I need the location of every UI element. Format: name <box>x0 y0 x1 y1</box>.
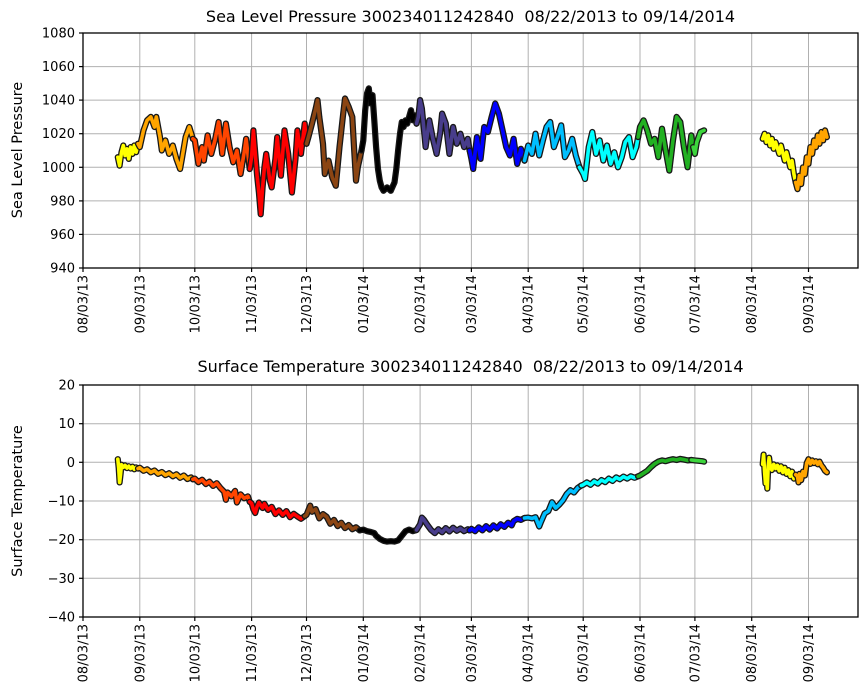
x-tick-label: 12/03/13 <box>300 624 315 682</box>
series-segment-sep-2013 <box>136 115 195 171</box>
x-tick-label: 12/03/13 <box>300 275 315 333</box>
series-segment-sep-2014 <box>793 128 829 191</box>
y-tick-label: 20 <box>58 379 75 394</box>
x-tick-label: 08/03/13 <box>77 624 92 682</box>
x-tick-label: 10/03/13 <box>188 624 203 682</box>
series-segment-nov-2013 <box>247 500 307 521</box>
y-tick-label: −30 <box>48 572 75 587</box>
series-segment-aug-2013 <box>116 142 140 168</box>
series-segment-jun-2014 <box>636 115 695 173</box>
series-segment-nov-2013 <box>247 121 309 217</box>
x-tick-label: 11/03/13 <box>245 624 260 682</box>
x-tick-label: 11/03/13 <box>245 275 260 333</box>
series-segment-apr-2014 <box>522 483 584 529</box>
series-segment-mar-2014 <box>467 516 527 533</box>
y-tick-label: −40 <box>48 611 75 626</box>
series-segment-aug-2014 <box>760 452 798 491</box>
y-tick-label: 940 <box>50 262 75 277</box>
x-tick-label: 04/03/14 <box>522 624 537 682</box>
series-segment-dec-2013 <box>304 96 364 188</box>
series-segment-jun-2014 <box>636 457 694 479</box>
x-tick-label: 04/03/14 <box>522 275 537 333</box>
series-segment-feb-2014 <box>414 515 472 535</box>
y-tick-label: 1000 <box>42 161 75 176</box>
y-tick-label: 960 <box>50 228 75 243</box>
y-tick-label: −10 <box>48 495 75 510</box>
series-segment-jan-2014 <box>359 86 419 193</box>
series-segment-oct-2013 <box>191 120 252 176</box>
x-tick-label: 02/03/14 <box>414 275 429 333</box>
x-tick-label: 05/03/14 <box>577 275 592 333</box>
temperature-plot-area: 08/03/13 09/03/13 10/03/13 11/03/13 12/03/13… <box>48 379 859 682</box>
x-tick-label: 08/03/14 <box>745 275 760 333</box>
y-tick-label: 1060 <box>42 60 75 75</box>
x-tick-label: 02/03/14 <box>414 624 429 682</box>
series-segment-may-2014 <box>577 130 640 181</box>
y-tick-label: 980 <box>50 194 75 209</box>
x-tick-label: 07/03/14 <box>688 624 703 682</box>
x-tick-label: 01/03/14 <box>357 275 372 333</box>
series-segment-jan-2014 <box>357 527 419 544</box>
x-tick-label: 09/03/14 <box>802 624 817 682</box>
plot-border <box>82 32 859 269</box>
x-tick-label: 06/03/14 <box>634 275 649 333</box>
y-tick-label: 1020 <box>42 127 75 142</box>
y-tick-label: 1040 <box>42 94 75 109</box>
temperature-chart-title: Surface Temperature 300234011242840 08/2… <box>197 357 744 376</box>
x-tick-label: 05/03/14 <box>577 624 592 682</box>
x-tick-label: 09/03/14 <box>802 275 817 333</box>
y-tick-label: 0 <box>67 456 75 471</box>
pressure-plot-area: 08/03/13 09/03/13 10/03/13 11/03/13 12/03/13… <box>42 27 859 333</box>
pressure-chart-title: Sea Level Pressure 300234011242840 08/22… <box>205 7 736 26</box>
x-tick-label: 03/03/14 <box>465 624 480 682</box>
series-segment-apr-2014 <box>522 120 582 170</box>
x-tick-label: 09/03/13 <box>133 624 148 682</box>
series-segment-jul-2014 <box>689 458 706 464</box>
series-segment-mar-2014 <box>467 101 527 171</box>
y-tick-label: −20 <box>48 533 75 548</box>
series-segment-sep-2014 <box>793 457 829 485</box>
x-tick-label: 01/03/14 <box>357 624 372 682</box>
x-tick-label: 08/03/14 <box>745 624 760 682</box>
x-tick-label: 07/03/14 <box>688 275 703 333</box>
x-tick-label: 06/03/14 <box>634 624 649 682</box>
series-segment-jul-2014 <box>691 128 706 156</box>
series-segment-aug-2014 <box>760 131 798 185</box>
series-segment-dec-2013 <box>302 503 362 533</box>
x-tick-label: 09/03/13 <box>133 275 148 333</box>
series-segment-may-2014 <box>579 474 640 488</box>
y-tick-label: 10 <box>58 417 75 432</box>
x-tick-label: 10/03/13 <box>188 275 203 333</box>
x-tick-label: 08/03/13 <box>77 275 92 333</box>
series-segment-feb-2014 <box>414 98 472 156</box>
series-segment-sep-2013 <box>136 465 195 482</box>
series-segment-oct-2013 <box>191 476 252 505</box>
series-segment-aug-2013 <box>116 457 140 485</box>
y-tick-label: 1080 <box>42 27 75 42</box>
x-tick-label: 03/03/14 <box>465 275 480 333</box>
